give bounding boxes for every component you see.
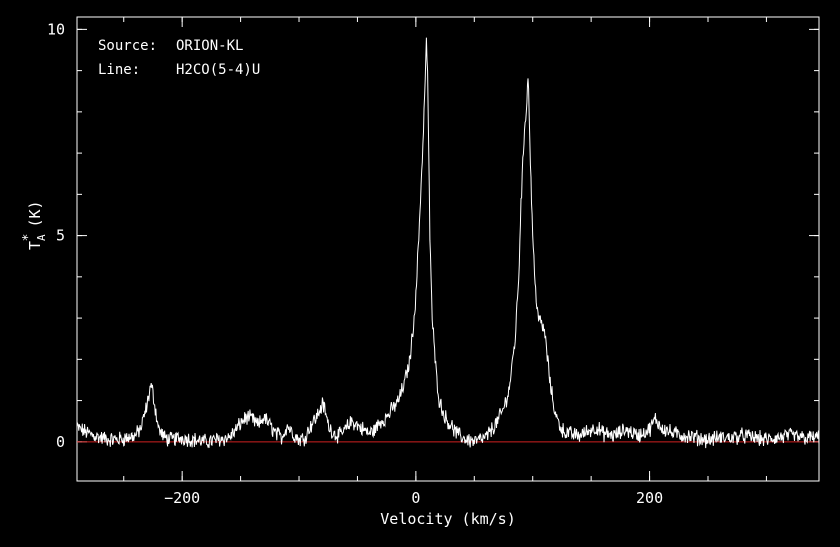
annotation-line-value: H2CO(5-4)U bbox=[176, 62, 260, 78]
y-tick-label: 0 bbox=[56, 433, 65, 451]
x-tick-label: 200 bbox=[636, 489, 663, 507]
plot-frame bbox=[76, 16, 820, 482]
y-axis-label-unit: (K) bbox=[26, 200, 44, 227]
annotation-line-key: Line: bbox=[98, 62, 140, 78]
y-tick-label: 5 bbox=[56, 227, 65, 245]
x-axis-label: Velocity (km/s) bbox=[380, 510, 515, 528]
y-axis-label-sup: * bbox=[21, 234, 36, 242]
y-tick-label: 10 bbox=[47, 20, 65, 38]
annotation-source-key: Source: bbox=[98, 38, 157, 54]
annotation-source-value: ORION-KL bbox=[176, 38, 243, 54]
tick-labels: −200 0 200 0 5 10 bbox=[47, 20, 663, 507]
y-axis-label: TA* (K) bbox=[21, 200, 48, 250]
series-line bbox=[76, 37, 820, 449]
axis-ticks bbox=[77, 17, 819, 481]
y-axis-label-sub: A bbox=[35, 234, 48, 241]
x-tick-label: −200 bbox=[164, 489, 200, 507]
x-tick-label: 0 bbox=[411, 489, 420, 507]
y-axis-label-main: T bbox=[26, 241, 44, 250]
svg-text:TA*(K): TA* (K) bbox=[21, 200, 48, 250]
